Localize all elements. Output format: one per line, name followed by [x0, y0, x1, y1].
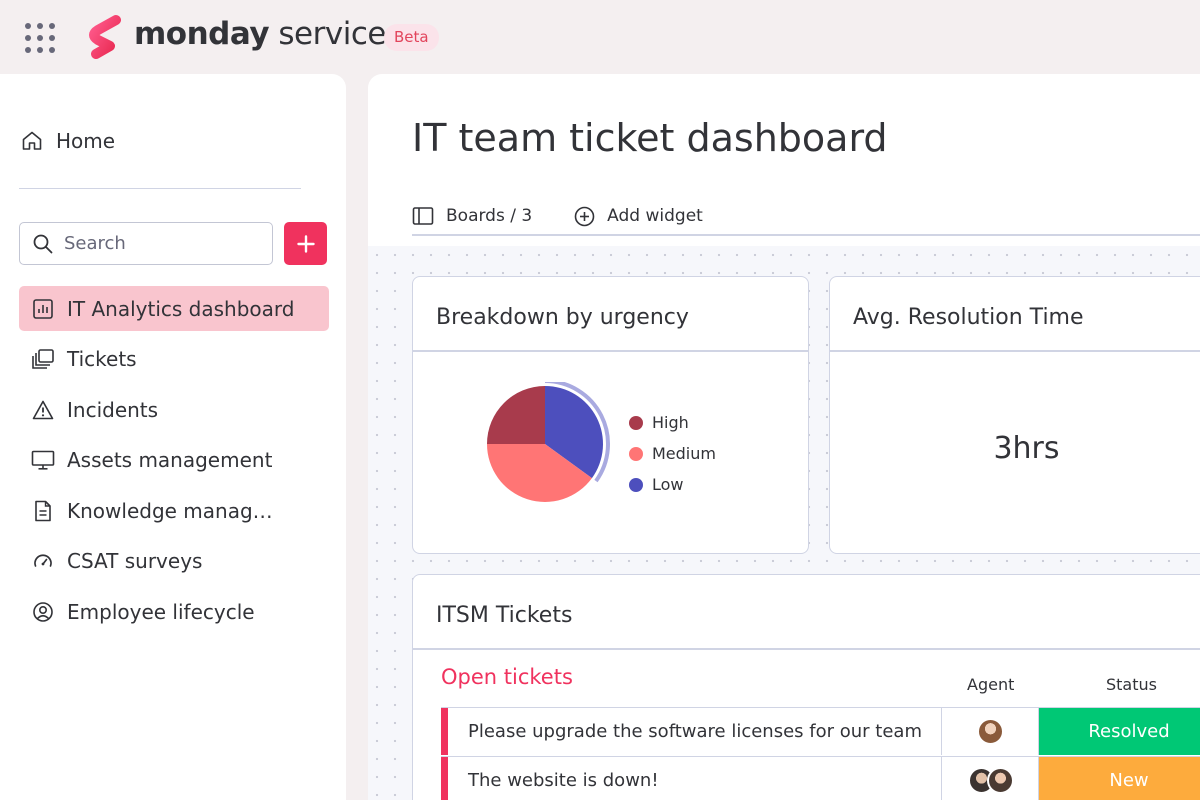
avatar: [977, 718, 1004, 745]
group-title[interactable]: Open tickets: [441, 665, 573, 689]
legend-label: Low: [652, 475, 684, 494]
main-panel: IT team ticket dashboard Boards / 3 Add …: [368, 74, 1200, 800]
page-title: IT team ticket dashboard: [412, 116, 888, 160]
boards-label: Boards / 3: [446, 206, 533, 226]
widget-title: Breakdown by urgency: [436, 305, 689, 330]
legend-item-high: High: [629, 407, 716, 438]
legend-item-low: Low: [629, 469, 716, 500]
brand-light: service: [278, 16, 386, 52]
agent-cell[interactable]: [941, 708, 1039, 755]
agent-cell[interactable]: [941, 757, 1039, 800]
pie-slice-medium[interactable]: [487, 444, 592, 502]
avatar: [987, 767, 1014, 794]
warning-icon: [31, 398, 55, 422]
sidebar-item-label: IT Analytics dashboard: [67, 296, 295, 321]
widget-title: ITSM Tickets: [436, 603, 573, 628]
sidebar-item-assets-management[interactable]: Assets management: [19, 438, 329, 483]
search-icon: [33, 234, 53, 253]
sidebar-item-label: Employee lifecycle: [67, 599, 255, 624]
brand-bold: monday: [134, 16, 270, 52]
sidebar-home[interactable]: Home: [20, 126, 115, 156]
dashboard-toolbar: Boards / 3 Add widget: [412, 202, 745, 230]
legend-dot: [629, 446, 643, 461]
sidebar-item-incidents[interactable]: Incidents: [19, 387, 329, 432]
sidebar-item-label: Knowledge manag…: [67, 498, 273, 523]
widget-title: Avg. Resolution Time: [853, 305, 1084, 330]
brand-name: monday service: [134, 16, 386, 52]
stack-icon: [31, 347, 55, 371]
urgency-pie-chart: [487, 382, 610, 502]
sidebar-nav: IT Analytics dashboard Tickets Incidents…: [19, 286, 329, 640]
pie-slice-low[interactable]: [545, 386, 603, 479]
pie-slice-high[interactable]: [487, 386, 545, 444]
add-button[interactable]: [284, 222, 327, 265]
urgency-widget[interactable]: Breakdown by urgency High Medium Low: [412, 276, 809, 554]
boards-icon: [412, 207, 434, 225]
status-badge[interactable]: New: [1039, 757, 1200, 800]
pie-legend: High Medium Low: [629, 407, 716, 500]
gauge-icon: [31, 549, 55, 573]
sidebar-item-it-analytics-dashboard[interactable]: IT Analytics dashboard: [19, 286, 329, 331]
tickets-widget[interactable]: ITSM Tickets Open tickets Agent Status P…: [412, 574, 1200, 800]
sidebar: Home IT Analytics dashboard Tickets: [0, 74, 346, 800]
plus-circle-icon: [574, 206, 595, 226]
add-widget-label: Add widget: [607, 206, 703, 226]
widget-divider: [830, 350, 1200, 352]
legend-dot: [629, 415, 643, 430]
sidebar-item-tickets[interactable]: Tickets: [19, 337, 329, 382]
home-icon: [22, 131, 42, 150]
ticket-name[interactable]: Please upgrade the software licenses for…: [468, 721, 922, 742]
sidebar-divider: [19, 188, 301, 189]
sidebar-item-knowledge-management[interactable]: Knowledge manag…: [19, 488, 329, 533]
search-input[interactable]: [64, 233, 254, 254]
legend-label: Medium: [652, 444, 716, 463]
dashboard-canvas: Breakdown by urgency High Medium Low: [368, 246, 1200, 800]
legend-item-medium: Medium: [629, 438, 716, 469]
column-header-status[interactable]: Status: [1106, 675, 1157, 694]
boards-button[interactable]: Boards / 3: [412, 206, 532, 226]
table-row[interactable]: The website is down! New: [441, 756, 1200, 800]
legend-label: High: [652, 413, 689, 432]
chart-icon: [31, 297, 55, 321]
add-widget-button[interactable]: Add widget: [574, 206, 703, 227]
sidebar-item-employee-lifecycle[interactable]: Employee lifecycle: [19, 589, 329, 634]
sidebar-item-csat-surveys[interactable]: CSAT surveys: [19, 539, 329, 584]
widget-divider: [413, 648, 1200, 650]
home-label: Home: [56, 129, 116, 153]
resolution-value: 3hrs: [993, 431, 1060, 466]
widget-divider: [413, 350, 808, 352]
top-bar: monday service Beta: [0, 0, 1200, 74]
legend-dot: [629, 477, 643, 492]
monday-service-logo-icon: [89, 15, 121, 59]
user-circle-icon: [31, 600, 55, 624]
apps-grid-icon[interactable]: [22, 20, 58, 56]
sidebar-item-label: Tickets: [67, 347, 137, 371]
monitor-icon: [31, 448, 55, 472]
sidebar-item-label: CSAT surveys: [67, 549, 203, 573]
table-row[interactable]: Please upgrade the software licenses for…: [441, 707, 1200, 755]
sidebar-item-label: Incidents: [67, 397, 159, 422]
pie-slice-highlight: [544, 382, 610, 483]
sidebar-item-label: Assets management: [67, 448, 273, 472]
resolution-widget[interactable]: Avg. Resolution Time 3hrs: [829, 276, 1200, 554]
group-color-stripe: [441, 757, 448, 800]
search-field[interactable]: [19, 222, 273, 265]
beta-badge: Beta: [384, 24, 439, 51]
document-icon: [31, 499, 55, 523]
toolbar-divider: [412, 234, 1200, 236]
plus-icon: [296, 234, 315, 253]
ticket-name[interactable]: The website is down!: [468, 770, 659, 791]
group-color-stripe: [441, 708, 448, 755]
column-header-agent[interactable]: Agent: [967, 675, 1015, 694]
status-badge[interactable]: Resolved: [1039, 708, 1200, 755]
